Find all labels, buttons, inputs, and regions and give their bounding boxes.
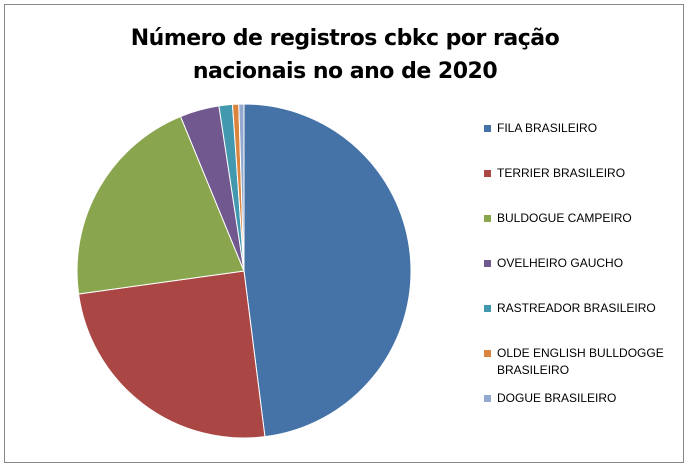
legend-label: OVELHEIRO GAUCHO [497,256,624,270]
legend-swatch [484,305,491,312]
legend-item: DOGUE BRASILEIRO [484,390,674,435]
legend-item: TERRIER BRASILEIRO [484,165,674,210]
legend-swatch [484,350,491,357]
legend-swatch [484,125,491,132]
pie-slice [243,103,412,438]
legend-swatch [484,260,491,267]
legend-item: RASTREADOR BRASILEIRO [484,300,674,345]
legend-item: FILA BRASILEIRO [484,120,674,165]
legend-swatch [484,170,491,177]
pie-slice [78,270,266,439]
legend-label: DOGUE BRASILEIRO [497,391,617,405]
legend-item: OVELHEIRO GAUCHO [484,255,674,300]
chart-title: Número de registros cbkc por ração nacio… [130,26,560,84]
legend-swatch [484,395,491,402]
legend-item: OLDE ENGLISH BULLDOGGE BRASILEIRO [484,345,674,390]
pie-slice [76,115,245,295]
legend-label: RASTREADOR BRASILEIRO [497,301,656,315]
legend: FILA BRASILEIRO TERRIER BRASILEIRO BULDOGU… [484,120,674,435]
legend-label: TERRIER BRASILEIRO [497,166,626,180]
chart-frame [4,4,684,463]
legend-swatch [484,215,491,222]
legend-label: BULDOGUE CAMPEIRO [497,211,632,225]
legend-label: OLDE ENGLISH BULLDOGGE BRASILEIRO [497,346,664,377]
pie-slice [238,103,245,272]
legend-label: FILA BRASILEIRO [497,121,598,135]
legend-item: BULDOGUE CAMPEIRO [484,210,674,255]
